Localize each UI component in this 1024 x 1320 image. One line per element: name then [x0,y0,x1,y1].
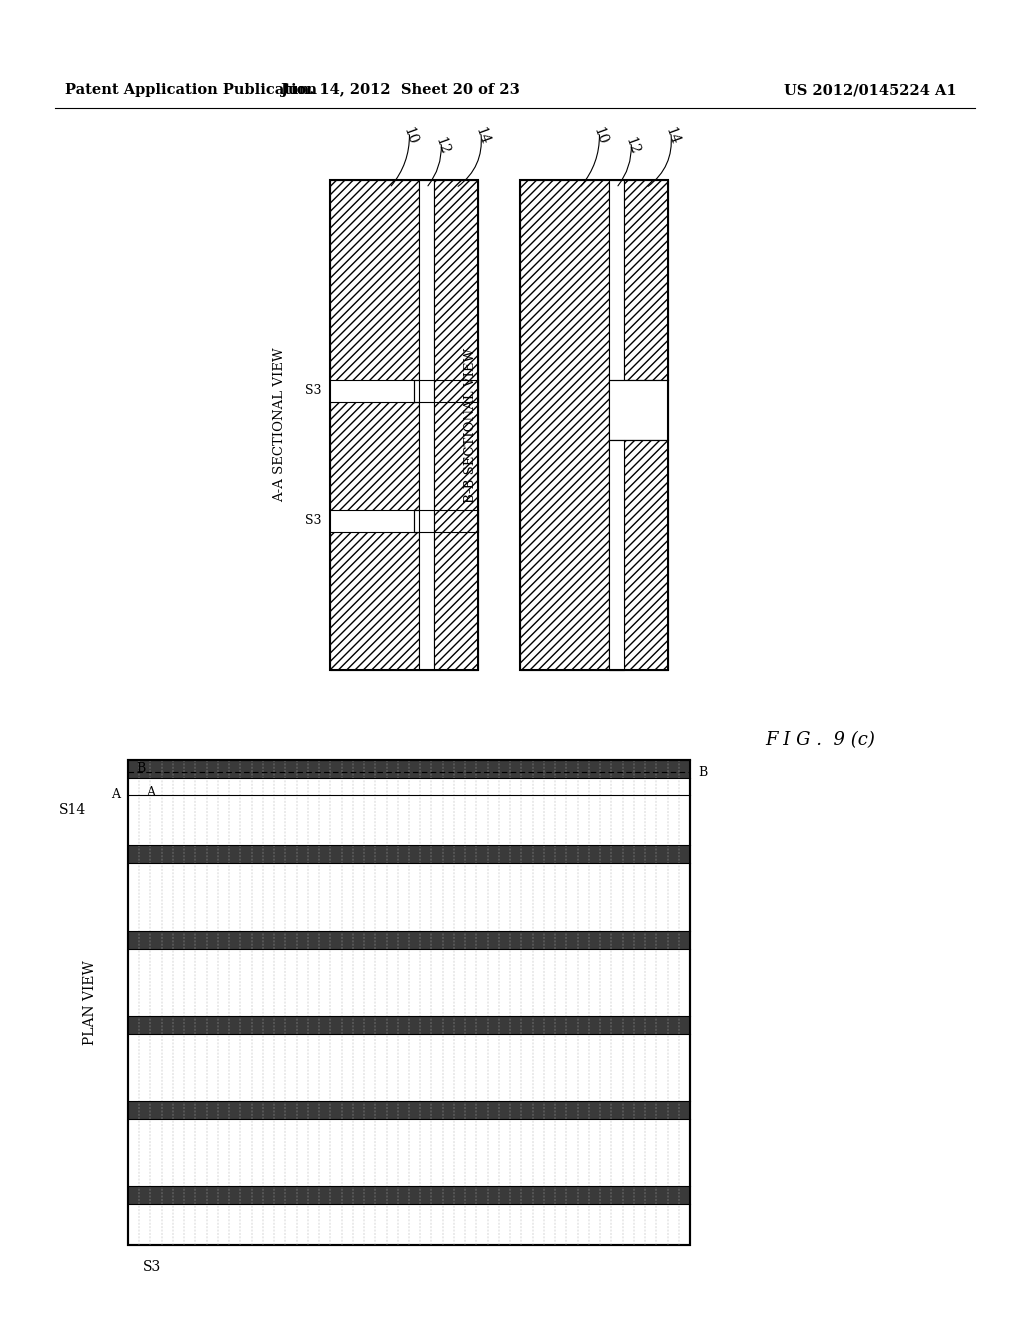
Bar [128,760,690,1245]
Text: F I G .  9 (c): F I G . 9 (c) [765,731,874,748]
Bar [520,180,668,671]
Bar [128,760,690,1245]
Text: A-A SECTIONAL VIEW: A-A SECTIONAL VIEW [273,347,287,503]
Bar [128,931,690,949]
Bar [414,380,478,403]
Text: Patent Application Publication: Patent Application Publication [65,83,317,96]
Text: S3: S3 [305,384,322,397]
Text: A: A [111,788,120,801]
Bar [414,510,478,532]
Bar [609,180,624,671]
Text: PLAN VIEW: PLAN VIEW [83,960,97,1045]
Text: 14: 14 [663,125,681,147]
Text: B: B [136,763,145,776]
Bar [520,180,609,671]
Bar [330,180,478,671]
Bar [419,180,433,671]
Text: US 2012/0145224 A1: US 2012/0145224 A1 [783,83,956,96]
Bar [624,180,668,380]
Bar [330,403,419,510]
Bar [330,532,419,671]
Text: 12: 12 [432,135,452,156]
Text: A: A [146,785,155,799]
Text: S14: S14 [59,803,87,817]
Text: B-B SECTIONAL VIEW: B-B SECTIONAL VIEW [464,347,476,503]
Bar [609,380,668,440]
Text: 12: 12 [623,135,642,156]
Text: S3: S3 [143,1261,161,1274]
Bar [128,845,690,863]
Text: 10: 10 [591,125,610,147]
Text: Jun. 14, 2012  Sheet 20 of 23: Jun. 14, 2012 Sheet 20 of 23 [281,83,519,96]
Bar [609,440,624,671]
Bar [128,1016,690,1034]
Bar [128,760,690,777]
Bar [128,1101,690,1119]
Text: 10: 10 [400,125,420,147]
Text: B: B [698,766,708,779]
Bar [624,440,668,671]
Bar [330,180,419,380]
Text: 14: 14 [472,125,492,147]
Bar [128,1185,690,1204]
Bar [433,180,478,671]
Text: S3: S3 [305,515,322,528]
